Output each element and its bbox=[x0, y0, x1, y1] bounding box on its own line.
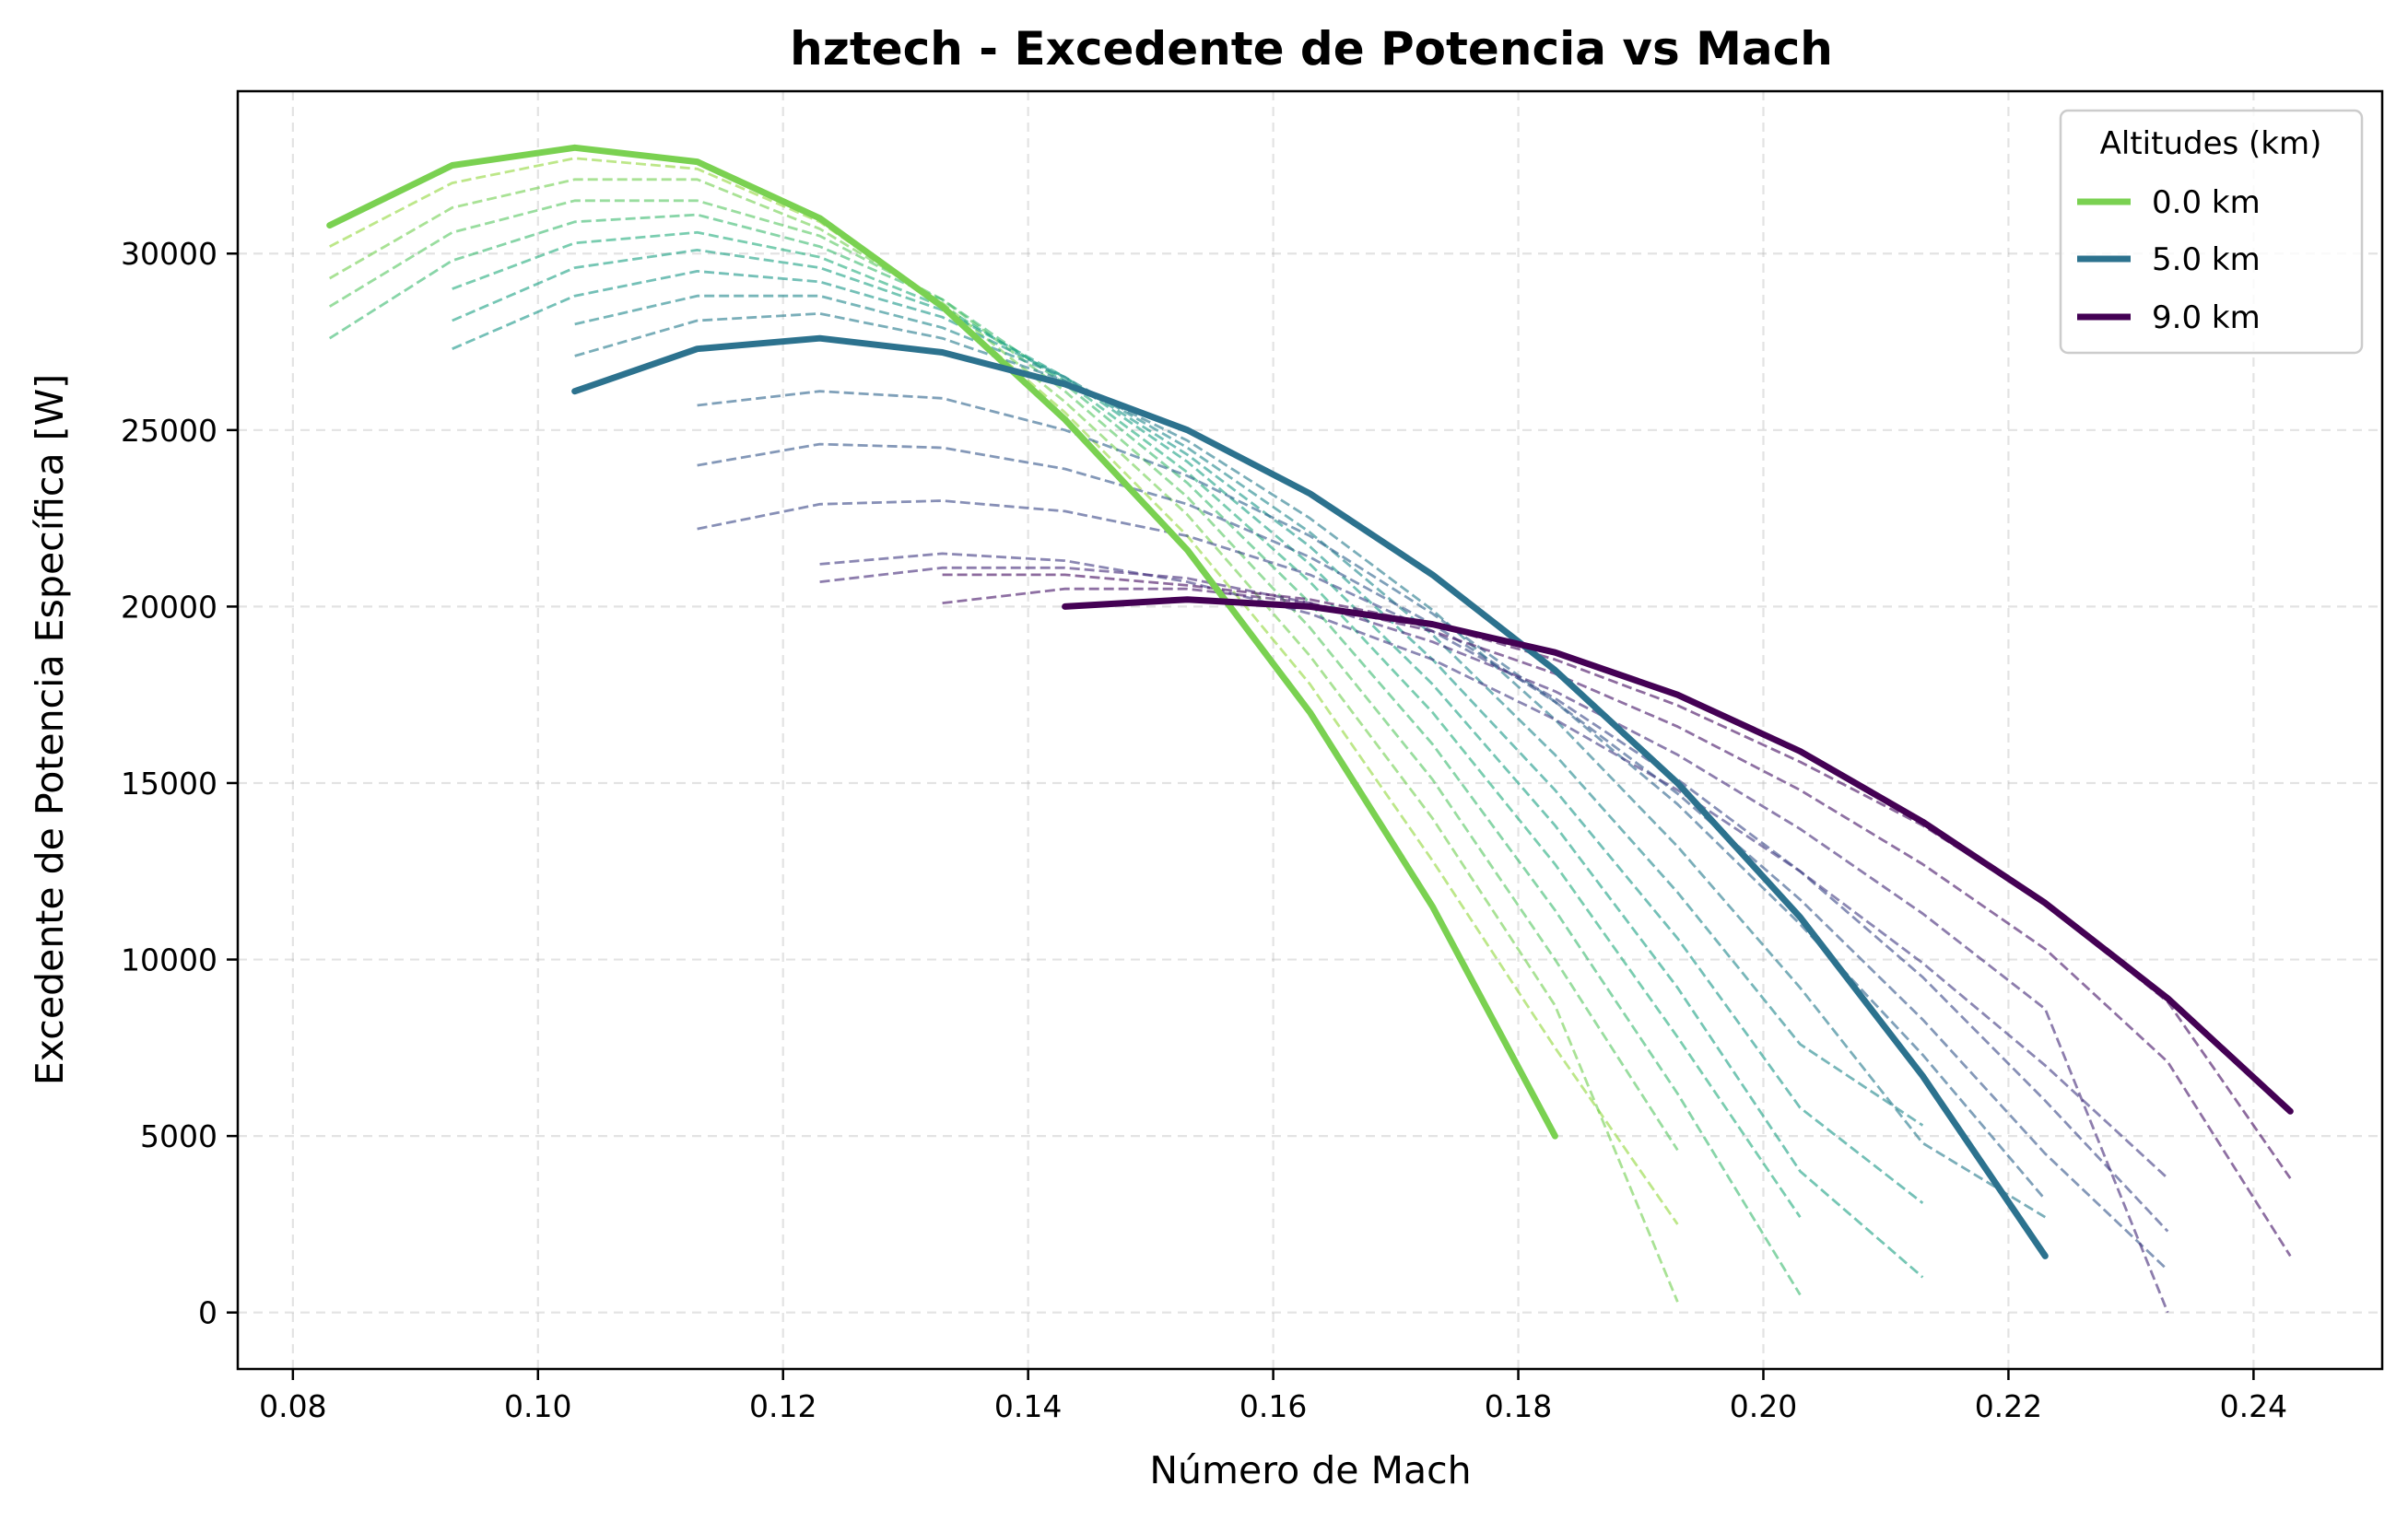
x-tick-label: 0.08 bbox=[259, 1388, 326, 1424]
legend-label-0km: 0.0 km bbox=[2152, 184, 2261, 221]
series-line-5-5-km bbox=[697, 390, 2047, 1201]
series-line-9-0-km bbox=[1062, 596, 2294, 1115]
series-line-4-0-km bbox=[574, 294, 1924, 1127]
y-tick-label: 15000 bbox=[121, 766, 217, 801]
x-tick-label: 0.24 bbox=[2220, 1388, 2287, 1424]
legend: Altitudes (km) 0.0 km 5.0 km 9.0 km bbox=[2059, 109, 2364, 355]
x-tick-label: 0.10 bbox=[504, 1388, 571, 1424]
x-tick-label: 0.12 bbox=[749, 1388, 816, 1424]
series-line-5-0-km bbox=[571, 334, 2049, 1259]
y-tick-label: 25000 bbox=[121, 413, 217, 449]
series-layer bbox=[326, 144, 2294, 1314]
legend-box bbox=[2059, 109, 2364, 355]
x-tick-label: 0.20 bbox=[1730, 1388, 1797, 1424]
y-axis-label: Excedente de Potencia Específica [W] bbox=[28, 374, 72, 1085]
legend-label-5km: 5.0 km bbox=[2152, 241, 2261, 278]
series-line-1-0-km bbox=[329, 178, 1679, 1303]
series-line-0-5-km bbox=[329, 157, 1679, 1225]
y-axis: 0 5000 10000 15000 20000 25000 30000 bbox=[121, 236, 238, 1331]
series-line-7-5-km bbox=[819, 566, 2169, 1314]
y-tick-label: 30000 bbox=[121, 236, 217, 272]
y-tick-label: 20000 bbox=[121, 589, 217, 625]
grid bbox=[238, 91, 2382, 1369]
y-tick-label: 10000 bbox=[121, 942, 217, 978]
x-tick-label: 0.22 bbox=[1975, 1388, 2042, 1424]
legend-title: Altitudes (km) bbox=[2100, 125, 2322, 162]
chart-title: hztech - Excedente de Potencia vs Mach bbox=[790, 22, 1833, 76]
series-line-4-5-km bbox=[574, 311, 2047, 1219]
series-line-8-0-km bbox=[942, 587, 2292, 1258]
x-axis: 0.08 0.10 0.12 0.14 0.16 0.18 0.20 0.22 0.24 bbox=[259, 1369, 2287, 1424]
x-tick-label: 0.14 bbox=[994, 1388, 1062, 1424]
series-line-0-0-km bbox=[326, 144, 1558, 1140]
series-line-7-0-km bbox=[819, 552, 2169, 1180]
x-axis-label: Número de Mach bbox=[1149, 1448, 1471, 1492]
series-line-3-5-km bbox=[452, 269, 1924, 1205]
y-tick-label: 0 bbox=[198, 1295, 217, 1331]
plot-frame bbox=[236, 89, 2384, 1371]
x-tick-label: 0.18 bbox=[1485, 1388, 1552, 1424]
y-tick-label: 5000 bbox=[140, 1118, 217, 1154]
legend-label-9km: 9.0 km bbox=[2152, 299, 2261, 336]
series-line-3-0-km bbox=[452, 248, 1924, 1279]
x-tick-label: 0.16 bbox=[1239, 1388, 1307, 1424]
series-line-2-5-km bbox=[452, 230, 1802, 1218]
